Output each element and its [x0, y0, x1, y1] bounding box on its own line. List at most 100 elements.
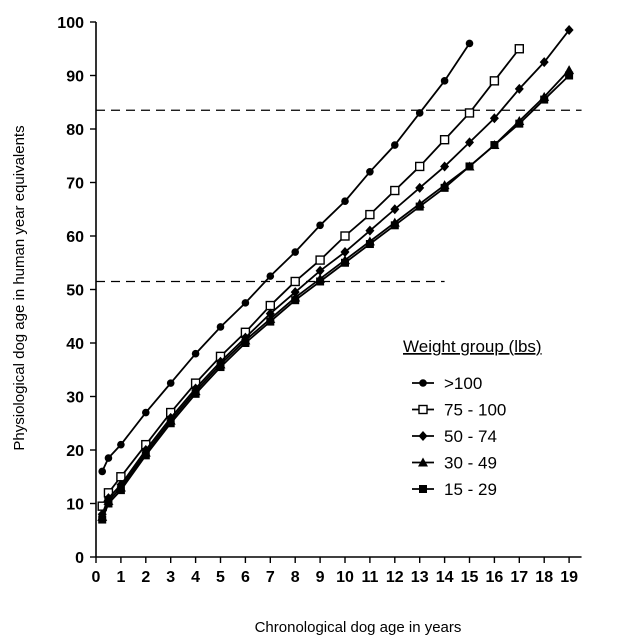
data-point: [514, 44, 524, 54]
legend-title: Weight group (lbs): [403, 337, 542, 356]
legend-marker: [418, 404, 428, 415]
y-tick-label: 50: [66, 283, 84, 300]
data-point: [415, 182, 425, 193]
legend-label: 30 - 49: [444, 454, 497, 473]
data-point: [116, 486, 125, 495]
data-point: [315, 255, 325, 265]
data-point: [440, 77, 449, 85]
legend-marker: [419, 485, 427, 493]
data-point: [265, 300, 275, 311]
data-point: [290, 276, 300, 287]
data-point: [540, 95, 549, 104]
legend-marker: [418, 457, 428, 467]
x-tick-label: 5: [216, 569, 225, 586]
series-30-49: [97, 65, 575, 521]
y-tick-label: 0: [75, 550, 84, 567]
legend-item: 50 - 74: [412, 427, 497, 446]
x-tick-label: 8: [291, 569, 300, 586]
y-tick-label: 20: [66, 443, 84, 460]
series-line: [101, 69, 570, 518]
x-tick-label: 4: [191, 569, 200, 586]
legend-label: 50 - 74: [444, 427, 497, 446]
data-point: [266, 317, 275, 326]
data-point: [291, 296, 300, 305]
data-point: [365, 225, 375, 236]
x-tick-label: 0: [92, 569, 101, 586]
data-point: [340, 247, 350, 258]
data-point: [515, 119, 524, 128]
reference-lines: [96, 109, 582, 283]
data-point: [142, 408, 150, 417]
data-point: [315, 265, 325, 276]
data-point: [341, 197, 349, 206]
legend-item: 30 - 49: [412, 454, 497, 473]
x-tick-label: 12: [386, 569, 404, 586]
x-tick-label: 6: [241, 569, 250, 586]
data-point: [565, 71, 574, 80]
y-tick-label: 90: [66, 69, 84, 86]
legend-item: >100: [412, 374, 482, 393]
data-point: [490, 141, 499, 150]
data-point: [341, 258, 349, 267]
data-point: [539, 57, 549, 68]
y-tick-label: 30: [66, 390, 84, 407]
legend: Weight group (lbs) >100 75 - 100 50 - 74 30…: [403, 337, 542, 499]
data-point: [390, 185, 400, 196]
data-point: [141, 451, 150, 460]
x-tick-label: 19: [560, 569, 578, 586]
series-line: [101, 29, 570, 515]
x-tick-label: 3: [166, 569, 175, 586]
data-point: [391, 141, 399, 149]
data-point: [266, 272, 275, 280]
data-point: [340, 231, 350, 241]
series-gt100: [98, 39, 474, 476]
data-point: [191, 389, 200, 398]
x-tick-label: 17: [510, 569, 528, 586]
data-point: [439, 134, 450, 145]
data-point: [216, 363, 225, 372]
x-tick-label: 18: [535, 569, 553, 586]
legend-label: 75 - 100: [444, 401, 506, 420]
data-point: [216, 323, 225, 331]
x-tick-label: 10: [336, 569, 354, 586]
data-point: [564, 25, 574, 36]
data-point: [465, 39, 474, 48]
x-tick-label: 16: [486, 569, 504, 586]
data-point: [489, 76, 500, 86]
data-point: [465, 137, 474, 148]
data-point: [316, 277, 325, 286]
y-axis-title: Physiological dog age in human year equi…: [11, 125, 28, 450]
data-point: [241, 299, 250, 307]
legend-label: >100: [444, 374, 482, 393]
legend-marker: [419, 379, 427, 387]
data-point: [440, 183, 449, 192]
data-point: [365, 209, 375, 220]
series-15-29: [98, 71, 574, 524]
legend-item: 15 - 29: [412, 480, 497, 499]
data-point: [166, 419, 175, 428]
data-point: [366, 168, 374, 176]
x-tick-label: 15: [461, 569, 479, 586]
x-tick-label: 2: [141, 569, 150, 586]
data-point: [291, 248, 300, 256]
data-point: [390, 204, 400, 215]
data-point: [316, 221, 324, 230]
x-tick-label: 13: [411, 569, 429, 586]
y-tick-label: 100: [57, 15, 84, 32]
data-point: [415, 202, 424, 211]
data-point: [390, 221, 399, 230]
data-point: [98, 515, 107, 524]
series-line: [101, 42, 471, 472]
data-point: [241, 339, 250, 347]
data-point: [440, 161, 450, 172]
series-layer: [97, 25, 575, 524]
x-tick-label: 1: [116, 569, 125, 586]
data-point: [514, 83, 524, 94]
legend-label: 15 - 29: [444, 480, 497, 499]
x-tick-label: 7: [266, 569, 275, 586]
legend-item: 75 - 100: [412, 401, 506, 420]
data-point: [290, 287, 300, 298]
y-tick-label: 10: [66, 497, 84, 514]
data-point: [465, 162, 474, 171]
